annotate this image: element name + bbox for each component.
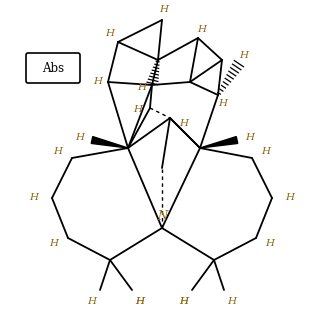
Text: H: H	[179, 118, 189, 127]
Text: N: N	[157, 210, 167, 222]
Text: H: H	[29, 194, 39, 203]
Text: H: H	[137, 82, 146, 91]
Text: H: H	[218, 99, 227, 108]
Text: H: H	[198, 24, 206, 33]
Polygon shape	[91, 136, 128, 148]
Text: H: H	[179, 298, 189, 307]
Text: Abs: Abs	[42, 62, 64, 74]
Text: H: H	[265, 239, 274, 248]
Text: H: H	[87, 298, 97, 307]
Text: H: H	[159, 5, 168, 14]
Text: H: H	[179, 298, 189, 307]
Text: H: H	[50, 239, 59, 248]
Text: H: H	[246, 134, 254, 143]
Text: H: H	[135, 298, 145, 307]
Polygon shape	[200, 136, 238, 148]
Text: H: H	[94, 77, 102, 86]
Text: H: H	[75, 134, 85, 143]
FancyBboxPatch shape	[26, 53, 80, 83]
Text: H: H	[106, 30, 114, 39]
Text: H: H	[53, 148, 63, 157]
Text: H: H	[227, 298, 237, 307]
Text: H: H	[135, 298, 145, 307]
Text: H: H	[261, 148, 271, 157]
Text: H: H	[285, 194, 295, 203]
Text: H: H	[133, 106, 143, 115]
Text: H: H	[239, 50, 249, 59]
